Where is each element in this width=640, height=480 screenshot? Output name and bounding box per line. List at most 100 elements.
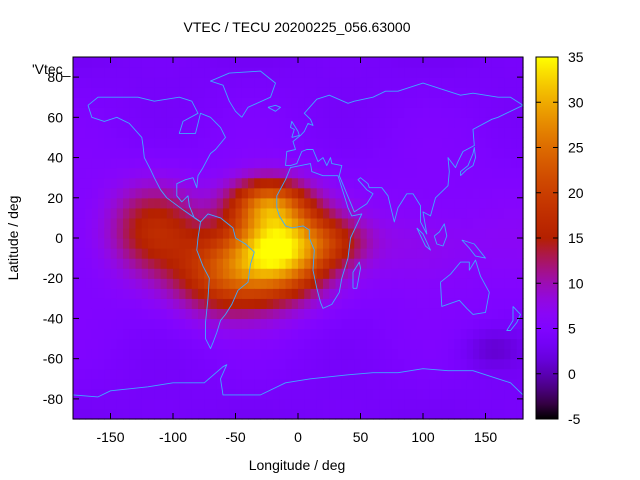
heatmap-cell: [366, 207, 374, 219]
heatmap-cell: [398, 348, 405, 360]
heatmap-cell: [241, 408, 249, 420]
heatmap-cell: [373, 378, 380, 390]
heatmap-cell: [310, 318, 318, 330]
heatmap-cell: [398, 408, 405, 420]
heatmap-cell: [454, 107, 462, 118]
heatmap-cell: [241, 57, 249, 68]
heatmap-cell: [254, 197, 262, 209]
heatmap-cell: [373, 398, 380, 410]
heatmap-cell: [110, 107, 118, 118]
heatmap-cell: [198, 388, 205, 400]
heatmap-cell: [516, 288, 524, 299]
heatmap-cell: [210, 87, 218, 98]
heatmap-cell: [473, 207, 480, 219]
heatmap-cell: [110, 308, 118, 320]
heatmap-cell: [510, 227, 518, 239]
heatmap-cell: [248, 398, 255, 410]
heatmap-cell: [91, 57, 99, 68]
heatmap-cell: [448, 217, 455, 229]
heatmap-cell: [516, 328, 524, 340]
heatmap-cell: [79, 268, 87, 279]
heatmap-cell: [441, 97, 449, 108]
heatmap-cell: [504, 328, 512, 340]
heatmap-cell: [229, 328, 237, 340]
heatmap-cell: [241, 137, 249, 149]
heatmap-cell: [166, 368, 174, 380]
heatmap-cell: [98, 187, 105, 199]
heatmap-cell: [373, 268, 380, 279]
heatmap-cell: [173, 157, 180, 169]
heatmap-cell: [148, 147, 155, 159]
heatmap-cell: [448, 318, 455, 330]
heatmap-cell: [416, 278, 424, 289]
heatmap-cell: [498, 388, 505, 400]
heatmap-cell: [473, 278, 480, 289]
heatmap-cell: [223, 278, 230, 289]
heatmap-cell: [229, 268, 237, 279]
heatmap-cell: [273, 258, 280, 269]
heatmap-cell: [398, 318, 405, 330]
heatmap-cell: [485, 57, 493, 68]
heatmap-cell: [73, 298, 80, 309]
heatmap-cell: [466, 368, 474, 380]
x-axis-ticks: -150 -100 -50 0 50 100 150: [96, 57, 497, 445]
heatmap-cell: [341, 137, 349, 149]
coastline-eurasia: [285, 82, 524, 235]
heatmap-cell: [260, 207, 268, 219]
heatmap-cell: [441, 147, 449, 159]
heatmap-cell: [129, 378, 137, 390]
heatmap-cell: [173, 97, 180, 108]
heatmap-cell: [504, 298, 512, 309]
heatmap-cell: [104, 177, 112, 189]
heatmap-cell: [129, 137, 137, 149]
heatmap-cell: [173, 248, 180, 259]
heatmap-cell: [79, 318, 87, 330]
heatmap-cell: [266, 288, 274, 299]
heatmap-cell: [110, 187, 118, 199]
heatmap-cell: [185, 217, 193, 229]
heatmap-cell: [185, 137, 193, 149]
heatmap-cell: [229, 137, 237, 149]
coastline-africa: [276, 163, 363, 309]
heatmap-cell: [116, 338, 124, 350]
heatmap-cell: [116, 238, 124, 249]
heatmap-cell: [423, 258, 430, 269]
heatmap-cell: [73, 398, 80, 410]
heatmap-cell: [404, 388, 412, 400]
heatmap-cell: [416, 308, 424, 320]
heatmap-cell: [491, 388, 499, 400]
heatmap-cell: [348, 57, 355, 68]
heatmap-cell: [216, 57, 224, 68]
heatmap-cell: [510, 278, 518, 289]
heatmap-cell: [285, 238, 293, 249]
heatmap-cell: [248, 117, 255, 128]
heatmap-cell: [398, 358, 405, 370]
heatmap-cell: [279, 117, 287, 128]
heatmap-cell: [448, 378, 455, 390]
heatmap-cell: [304, 197, 312, 209]
heatmap-cell: [410, 398, 418, 410]
heatmap-cell: [160, 177, 168, 189]
heatmap-cell: [110, 238, 118, 249]
heatmap-cell: [479, 358, 487, 370]
heatmap-cell: [110, 318, 118, 330]
heatmap-cell: [416, 147, 424, 159]
heatmap-cell: [223, 177, 230, 189]
heatmap-cell: [504, 147, 512, 159]
heatmap-cell: [279, 97, 287, 108]
heatmap-cell: [223, 268, 230, 279]
heatmap-cell: [185, 408, 193, 420]
heatmap-cell: [241, 167, 249, 179]
heatmap-cell: [254, 268, 262, 279]
heatmap-cell: [141, 378, 149, 390]
heatmap-cell: [304, 77, 312, 88]
heatmap-cell: [410, 368, 418, 380]
heatmap-cell: [160, 388, 168, 400]
heatmap-cell: [348, 67, 355, 78]
heatmap-cell: [248, 388, 255, 400]
heatmap-cell: [235, 217, 243, 229]
heatmap-cell: [354, 197, 362, 209]
heatmap-cell: [91, 318, 99, 330]
heatmap-cell: [104, 318, 112, 330]
heatmap-cell: [335, 338, 343, 350]
